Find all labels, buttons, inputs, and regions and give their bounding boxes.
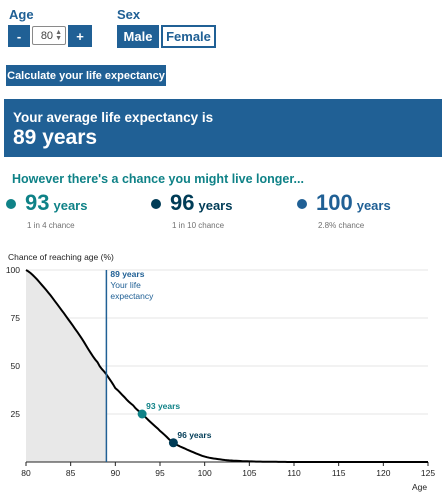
- chance-note: 1 in 4 chance: [27, 221, 75, 230]
- result-headline: Your average life expectancy is: [13, 110, 214, 125]
- marker-label: 96 years: [177, 430, 211, 440]
- y-tick-label: 100: [6, 265, 20, 275]
- x-tick-label: 95: [155, 468, 165, 478]
- chance-unit: years: [53, 198, 88, 213]
- chance-note: 2.8% chance: [318, 221, 365, 230]
- sex-label: Sex: [117, 7, 141, 22]
- shaded-area: [26, 270, 107, 462]
- life-expectancy-label: Your life: [110, 280, 141, 290]
- chart-xlabel: Age: [412, 482, 427, 492]
- calculate-button[interactable]: Calculate your life expectancy: [6, 65, 166, 86]
- x-tick-label: 85: [66, 468, 76, 478]
- age-increment-button[interactable]: +: [68, 25, 92, 47]
- blue-dot-icon: [297, 199, 307, 209]
- survival-line: [25, 269, 428, 463]
- x-tick-label: 105: [242, 468, 256, 478]
- sex-female-button[interactable]: Female: [161, 25, 216, 48]
- chance-stat-value: 100 years: [316, 190, 391, 216]
- chance-stat-value: 93 years: [25, 190, 87, 216]
- y-tick-label: 25: [11, 409, 21, 419]
- chance-age: 93: [25, 190, 50, 215]
- x-tick-label: 100: [198, 468, 212, 478]
- x-tick-label: 110: [287, 468, 301, 478]
- x-tick-label: 80: [21, 468, 31, 478]
- result-value: 89 years: [13, 126, 98, 149]
- navy-dot-icon: [151, 199, 161, 209]
- x-tick-label: 125: [421, 468, 435, 478]
- age-label: Age: [9, 7, 34, 22]
- spinner-arrows-icon[interactable]: ▲ ▼: [55, 28, 62, 42]
- x-tick-label: 115: [332, 468, 346, 478]
- teal-dot-icon: [6, 199, 16, 209]
- chance-stat-value: 96 years: [170, 190, 232, 216]
- chance-note: 1 in 10 chance: [172, 221, 225, 230]
- marker-point: [137, 409, 147, 419]
- marker-label: 93 years: [146, 401, 180, 411]
- result-banner: Your average life expectancy is 89 years: [4, 99, 442, 157]
- chart-ylabel: Chance of reaching age (%): [8, 252, 114, 262]
- chance-unit: years: [356, 198, 391, 213]
- x-tick-label: 90: [111, 468, 121, 478]
- marker-point: [168, 438, 178, 448]
- chance-unit: years: [198, 198, 233, 213]
- chances-title: However there's a chance you might live …: [12, 172, 304, 186]
- age-input[interactable]: 80 ▲ ▼: [32, 26, 66, 45]
- life-expectancy-label: 89 years: [110, 269, 144, 279]
- chance-age: 96: [170, 190, 195, 215]
- x-tick-label: 120: [376, 468, 390, 478]
- life-expectancy-label: expectancy: [110, 291, 154, 301]
- y-tick-label: 75: [11, 313, 21, 323]
- age-value: 80: [40, 29, 54, 42]
- y-tick-label: 50: [11, 361, 21, 371]
- age-decrement-button[interactable]: -: [8, 25, 30, 47]
- chance-age: 100: [316, 190, 353, 215]
- sex-male-button[interactable]: Male: [117, 25, 159, 48]
